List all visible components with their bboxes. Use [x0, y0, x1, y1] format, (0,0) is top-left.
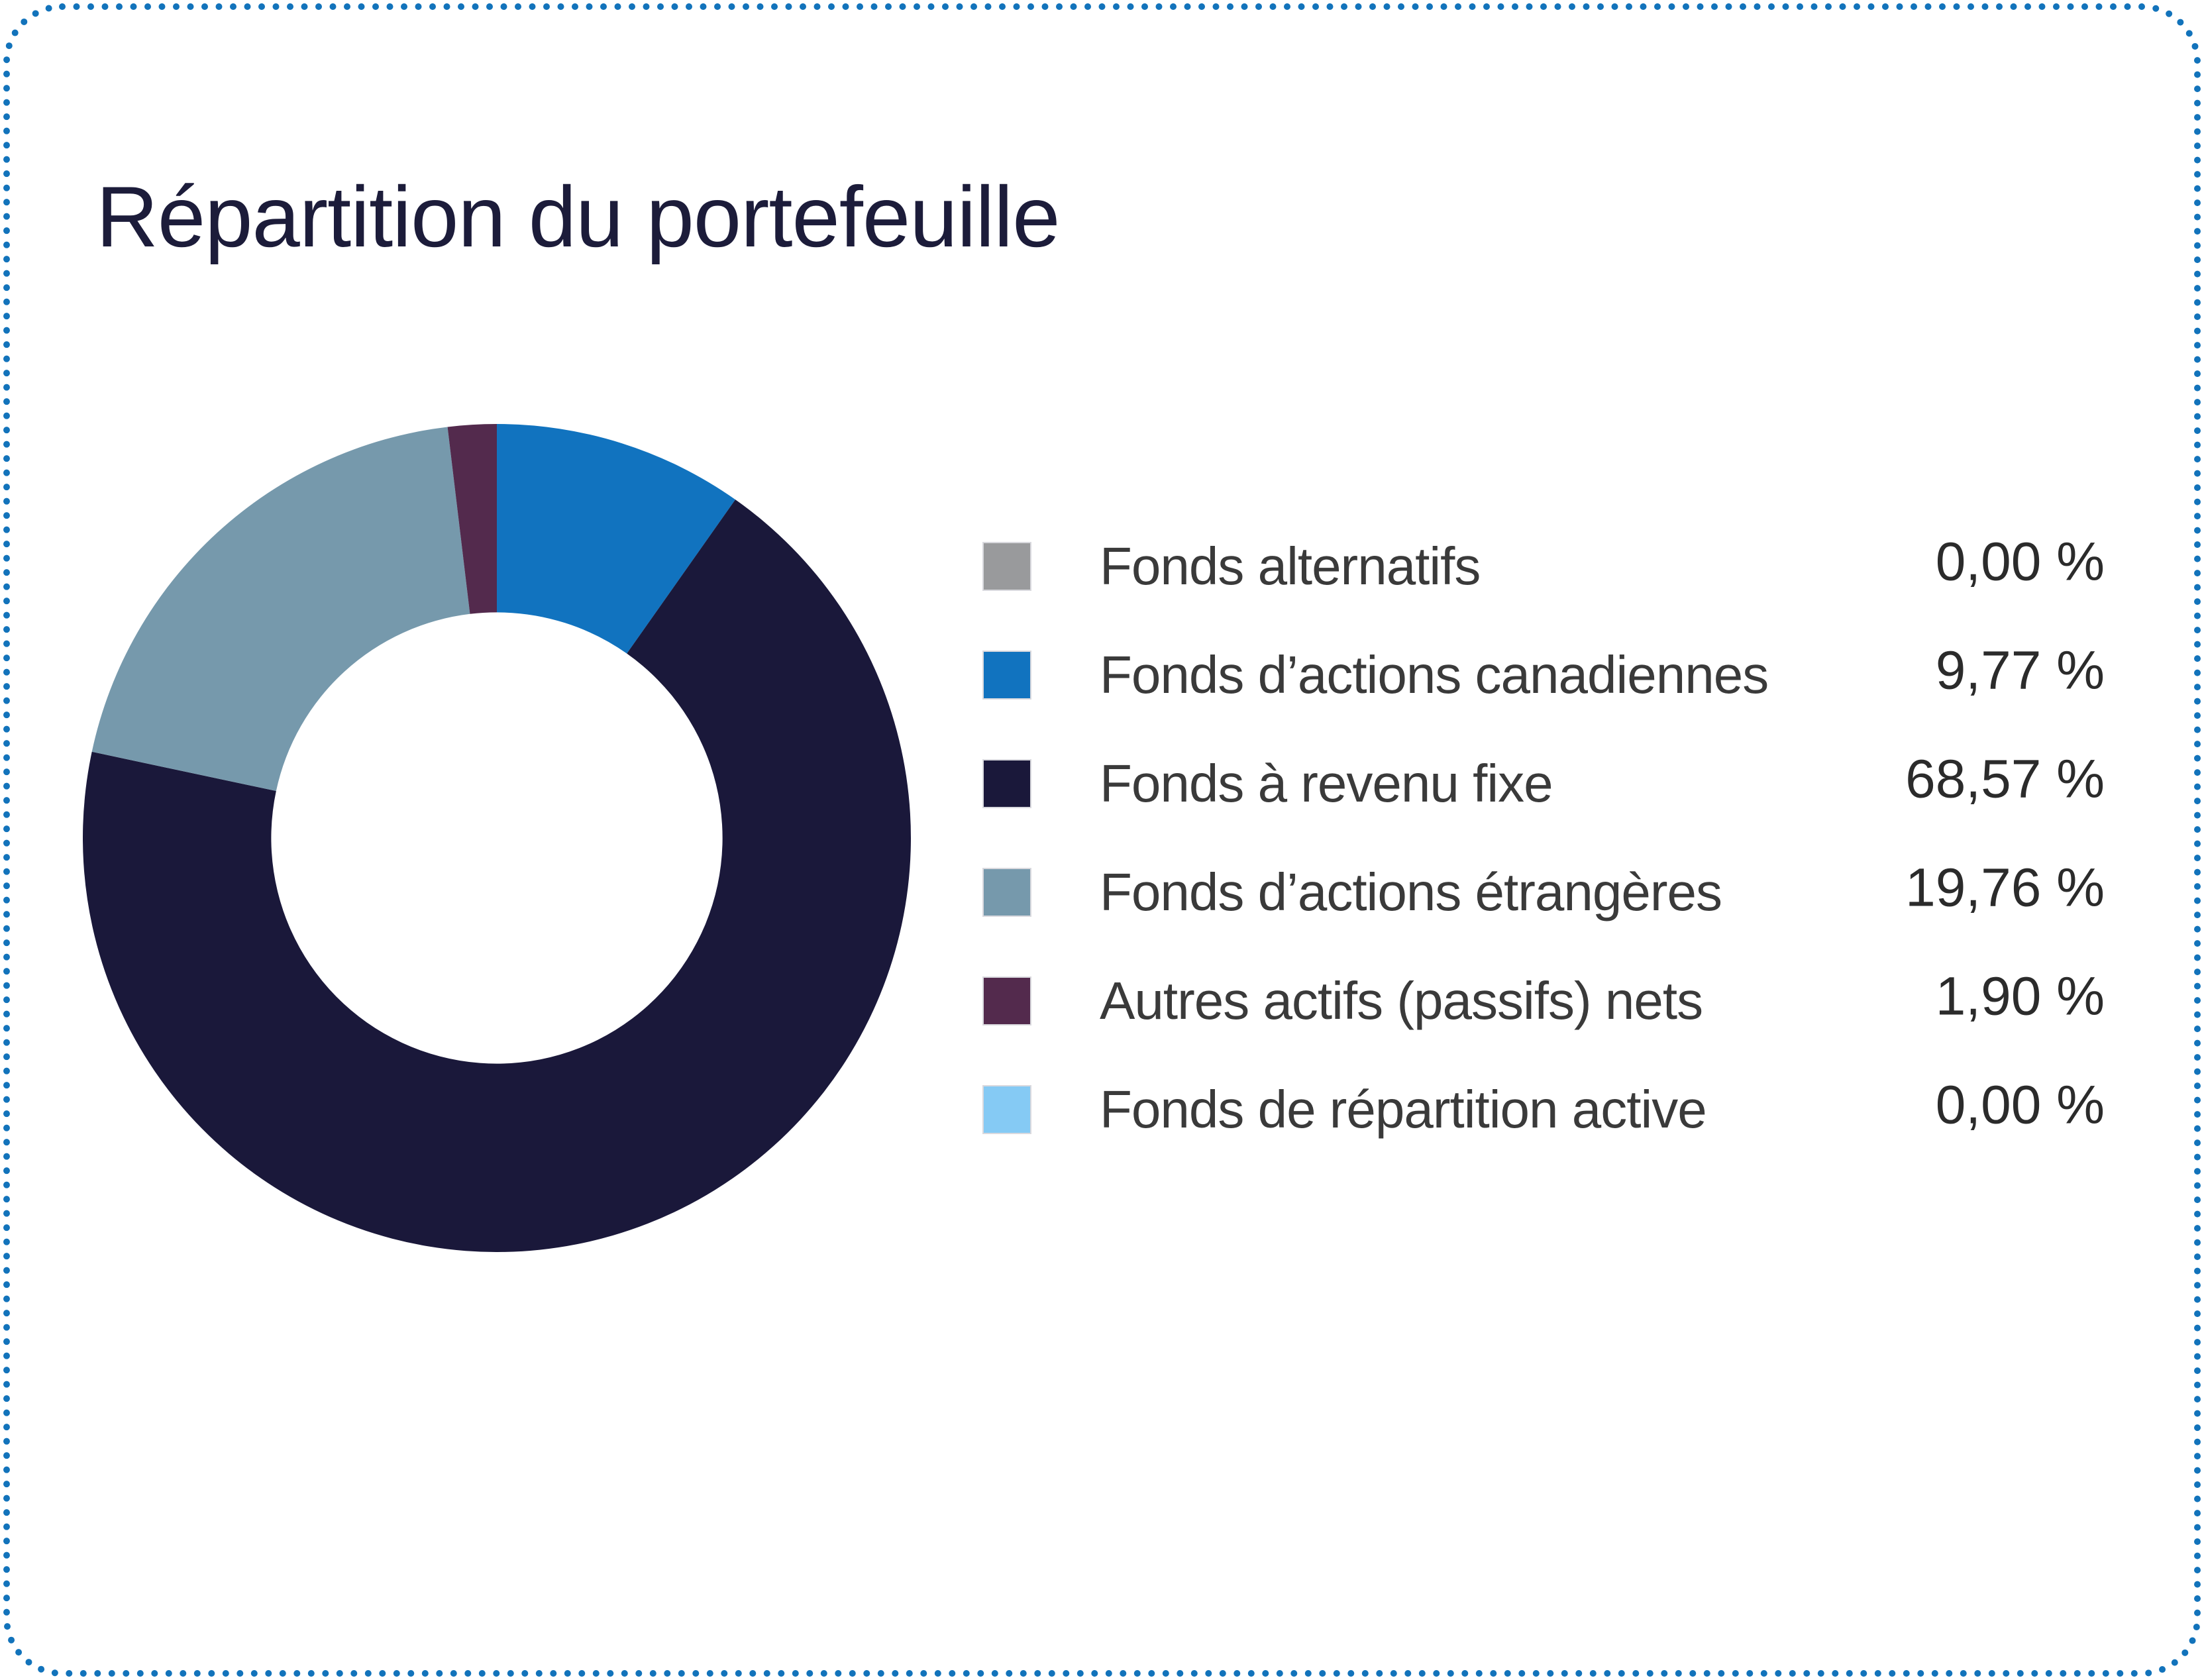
legend-swatch-icon: [982, 976, 1031, 1025]
dotted-border-rect: [3, 3, 2201, 1677]
legend-row-5: Autres actifs (passifs) nets 1,90 %: [982, 969, 2105, 1030]
legend-swatch-icon: [982, 651, 1031, 700]
legend-value: 0,00 %: [1935, 531, 2105, 592]
donut-chart: [83, 424, 911, 1252]
legend-row-3: Fonds à revenu fixe 68,57 %: [982, 752, 2105, 813]
legend-label: Fonds d’actions étrangères: [1100, 863, 1722, 921]
legend-label: Autres actifs (passifs) nets: [1100, 971, 1703, 1030]
legend: Fonds alternatifs 0,00 % Fonds d’actions…: [982, 535, 2105, 1139]
legend-swatch-icon: [982, 542, 1031, 591]
legend-value: 9,77 %: [1935, 640, 2105, 701]
legend-row-2: Fonds d’actions canadiennes 9,77 %: [982, 643, 2105, 704]
donut-slice-3: [83, 499, 911, 1252]
legend-value: 1,90 %: [1935, 966, 2105, 1027]
donut-slice-2: [497, 424, 736, 654]
legend-value: 19,76 %: [1905, 857, 2105, 918]
page-title: Répartition du portefeuille: [96, 168, 1060, 265]
legend-row-6: Fonds de répartition active 0,00 %: [982, 1078, 2105, 1139]
legend-swatch-icon: [982, 759, 1031, 808]
legend-row-4: Fonds d’actions étrangères 19,76 %: [982, 861, 2105, 921]
legend-value: 0,00 %: [1935, 1075, 2105, 1135]
legend-label: Fonds de répartition active: [1100, 1080, 1707, 1139]
legend-swatch-icon: [982, 1085, 1031, 1134]
donut-slice-4: [91, 427, 470, 792]
legend-label: Fonds à revenu fixe: [1100, 754, 1553, 813]
legend-swatch-icon: [982, 868, 1031, 917]
legend-value: 68,57 %: [1905, 749, 2105, 810]
legend-label: Fonds d’actions canadiennes: [1100, 645, 1769, 704]
legend-row-1: Fonds alternatifs 0,00 %: [982, 535, 2105, 596]
donut-slice-5: [447, 424, 497, 614]
legend-label: Fonds alternatifs: [1100, 537, 1481, 596]
